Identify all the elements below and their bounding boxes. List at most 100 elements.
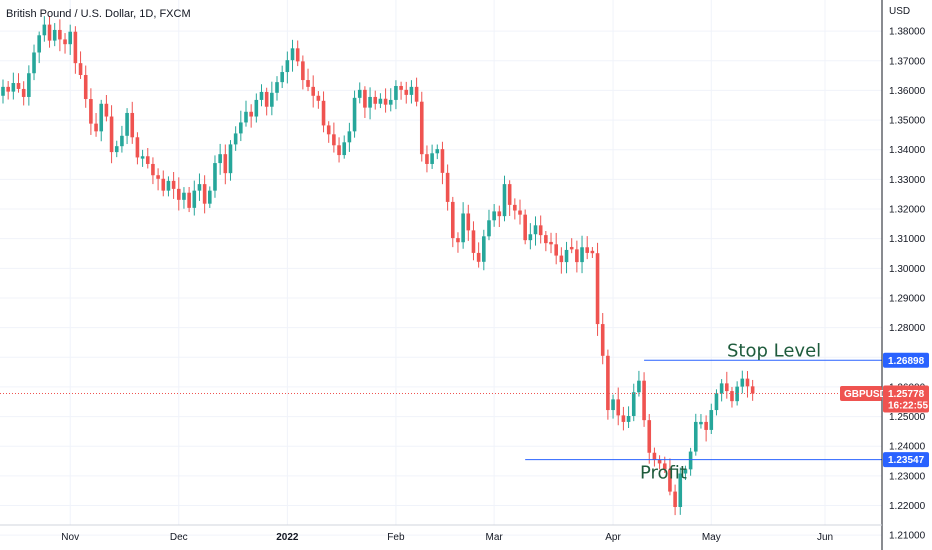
y-tick-label: 1.37000 (889, 56, 926, 67)
candle (233, 126, 238, 151)
candle-body (321, 100, 326, 126)
candle (590, 247, 595, 258)
candle-body (538, 225, 543, 236)
candle (647, 414, 652, 464)
candle (125, 108, 129, 145)
candle (606, 349, 610, 420)
candle (83, 65, 88, 108)
candle (450, 196, 455, 248)
candle-body (450, 201, 455, 239)
candle (285, 51, 290, 84)
candle-body (699, 421, 703, 425)
x-tick-label: Apr (605, 532, 621, 543)
x-tick-label: 2022 (276, 532, 299, 543)
candle (735, 381, 739, 406)
level-lines: Stop Level Profit (0, 340, 882, 484)
y-tick-label: 1.38000 (889, 27, 926, 38)
candle (730, 386, 734, 408)
candle (306, 68, 310, 92)
candle (151, 157, 155, 185)
candle-body (399, 85, 403, 90)
candle-body (208, 190, 212, 204)
candle-body (32, 52, 36, 74)
candle (213, 155, 217, 198)
candle-body (549, 241, 553, 245)
candle-body (161, 178, 166, 191)
candle (378, 93, 383, 109)
candle-body (544, 235, 548, 244)
candle-body (27, 73, 31, 97)
candle-body (306, 80, 310, 87)
candle (182, 187, 186, 209)
candle-body (21, 88, 26, 97)
candle-body (554, 244, 558, 256)
candle-body (104, 103, 109, 117)
candle (528, 223, 533, 250)
candle-body (714, 393, 719, 411)
candle (37, 31, 41, 64)
candle-body (631, 392, 636, 416)
candle-body (239, 122, 243, 134)
candle (140, 149, 145, 167)
candle (249, 104, 253, 128)
candle-body (316, 95, 321, 101)
y-tick-label: 1.33000 (889, 175, 926, 186)
candle-body (559, 255, 564, 263)
candle (145, 148, 150, 169)
candle (409, 80, 414, 104)
candle (673, 484, 677, 516)
candle-body (135, 137, 140, 158)
candle (166, 176, 171, 197)
candle (301, 55, 305, 90)
candle-body (668, 469, 672, 492)
grid (0, 0, 882, 536)
candle-body (476, 252, 481, 262)
candle (502, 175, 507, 222)
chart-title: British Pound / U.S. Dollar, 1D, FXCM (6, 8, 191, 20)
candle-body (290, 48, 295, 61)
candle-body (445, 172, 450, 202)
candle (435, 144, 440, 160)
candle (404, 81, 409, 104)
candle-body (52, 29, 57, 41)
candle-body (151, 163, 155, 176)
candle-body (357, 89, 362, 98)
candle (497, 205, 502, 228)
candle-body (606, 355, 610, 411)
candle (68, 24, 73, 55)
candle-body (404, 89, 409, 95)
level-tag-text: 1.26898 (888, 356, 925, 367)
candle-body (363, 89, 367, 108)
candle (135, 132, 140, 165)
candle-body (233, 133, 238, 145)
candle-body (145, 156, 150, 164)
y-tick-label: 1.22000 (889, 501, 926, 512)
candle (492, 204, 496, 227)
candle-body (347, 131, 352, 143)
candle (264, 87, 269, 116)
candle (89, 88, 93, 135)
candle (549, 232, 553, 254)
candle (559, 247, 564, 274)
y-tick-label: 1.36000 (889, 86, 926, 97)
candle-body (637, 380, 641, 393)
candle (740, 370, 745, 394)
candle-body (456, 238, 460, 243)
candle (523, 209, 527, 245)
candle-body (156, 175, 160, 179)
candle-body (435, 149, 440, 154)
candle-body (223, 154, 228, 174)
candle (295, 40, 300, 67)
candle-body (244, 111, 248, 123)
candle (487, 209, 491, 241)
candle-body (182, 192, 186, 200)
candle (99, 99, 104, 142)
candle (332, 122, 336, 153)
candle-body (213, 163, 217, 191)
candle (425, 145, 429, 173)
candle-body (580, 247, 584, 263)
candle-body (678, 473, 683, 508)
candle (575, 240, 579, 273)
candle (518, 199, 522, 225)
